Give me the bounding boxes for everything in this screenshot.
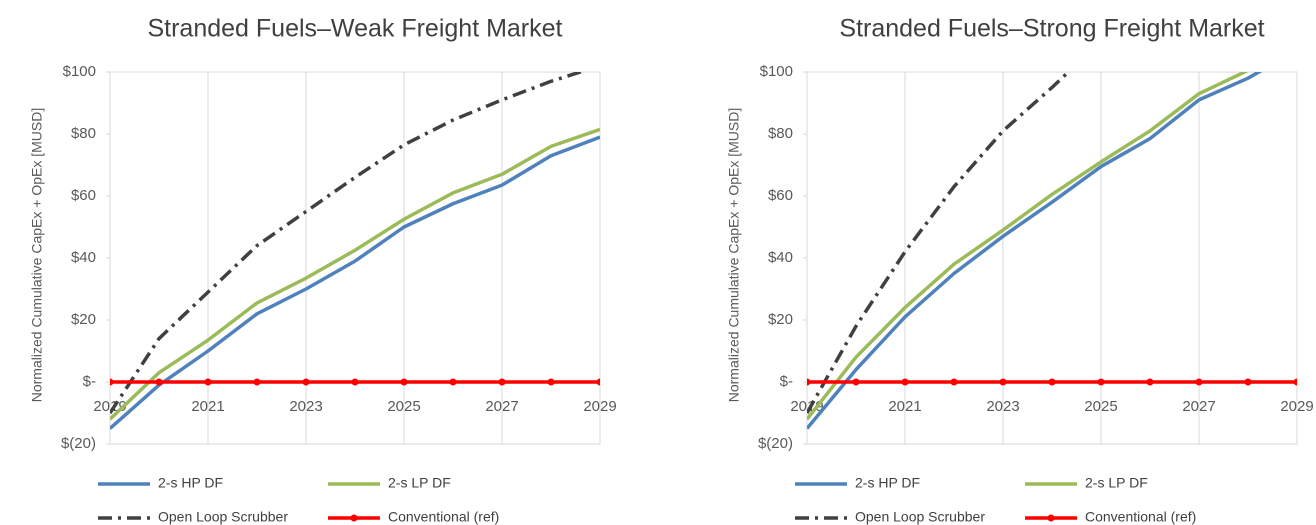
legend-label: 2-s HP DF [855, 475, 920, 491]
series-marker [950, 378, 958, 386]
x-tick-label: 2023 [986, 398, 1019, 415]
plot-frame [806, 71, 1298, 445]
plot-frame [109, 71, 601, 445]
y-tick-label: $100 [760, 63, 793, 80]
y-tick-label: $60 [71, 187, 96, 204]
x-tick-label: 2023 [289, 398, 322, 415]
y-tick-label: $100 [63, 63, 96, 80]
y-tick-label: $80 [768, 125, 793, 142]
series-line [110, 135, 600, 430]
series-marker [901, 378, 909, 386]
y-tick-label: $- [780, 373, 793, 390]
series-marker [155, 378, 163, 386]
chart: Stranded Fuels–Strong Freight Market Norm… [726, 15, 1314, 525]
series-marker [204, 378, 212, 386]
plot-area [807, 72, 1297, 430]
series-marker [400, 378, 408, 386]
chart-title: Stranded Fuels–Strong Freight Market [839, 15, 1264, 43]
series-marker [547, 378, 555, 386]
legend-label: Conventional (ref) [388, 509, 499, 525]
series-marker [852, 378, 860, 386]
series-marker [110, 378, 114, 386]
series-line [110, 127, 600, 421]
series-line [807, 72, 1249, 421]
y-tick-label: $- [83, 373, 96, 390]
series-marker [1195, 378, 1203, 386]
series-marker [807, 378, 811, 386]
y-tick-label: $80 [71, 125, 96, 142]
x-tick-label: 2027 [1182, 398, 1215, 415]
x-tick-label: 2021 [191, 398, 224, 415]
x-tick-label: 2029 [1280, 398, 1313, 415]
y-tick-label: $40 [768, 249, 793, 266]
x-tick-label: 2027 [485, 398, 518, 415]
series-marker [596, 378, 600, 386]
x-tick-label: 2025 [1084, 398, 1117, 415]
series-marker [1293, 378, 1297, 386]
legend-label: Open Loop Scrubber [158, 509, 288, 525]
series-marker [1048, 378, 1056, 386]
series-marker [1146, 378, 1154, 386]
x-tick-label: 2021 [888, 398, 921, 415]
chart-title: Stranded Fuels–Weak Freight Market [147, 15, 562, 43]
y-tick-label: $20 [768, 311, 793, 328]
y-tick-label: $(20) [61, 435, 96, 452]
plot-area [110, 72, 600, 430]
series-marker [302, 378, 310, 386]
series-marker [1244, 378, 1252, 386]
legend-label: 2-s LP DF [388, 475, 451, 491]
series-line [807, 72, 1263, 430]
y-axis-label: Normalized Cumulative CapEx + OpEx [MUSD… [726, 108, 742, 403]
legend-marker [350, 514, 358, 522]
series-marker [351, 378, 359, 386]
series-line [110, 72, 587, 414]
legend-label: 2-s HP DF [158, 475, 223, 491]
y-axis-label: Normalized Cumulative CapEx + OpEx [MUSD… [29, 108, 45, 403]
legend-marker [1047, 514, 1055, 522]
y-tick-label: $40 [71, 249, 96, 266]
legend-label: 2-s LP DF [1085, 475, 1148, 491]
series-marker [253, 378, 261, 386]
y-tick-label: $20 [71, 311, 96, 328]
series-marker [1097, 378, 1105, 386]
series-marker [999, 378, 1007, 386]
series-marker [498, 378, 506, 386]
y-tick-label: $60 [768, 187, 793, 204]
legend-label: Open Loop Scrubber [855, 509, 985, 525]
x-tick-label: 2025 [387, 398, 420, 415]
series-marker [449, 378, 457, 386]
y-tick-label: $(20) [758, 435, 793, 452]
legend-label: Conventional (ref) [1085, 509, 1196, 525]
chart: Stranded Fuels–Weak Freight Market Normal… [29, 15, 617, 525]
series-line [807, 72, 1071, 414]
x-tick-label: 2029 [583, 398, 616, 415]
